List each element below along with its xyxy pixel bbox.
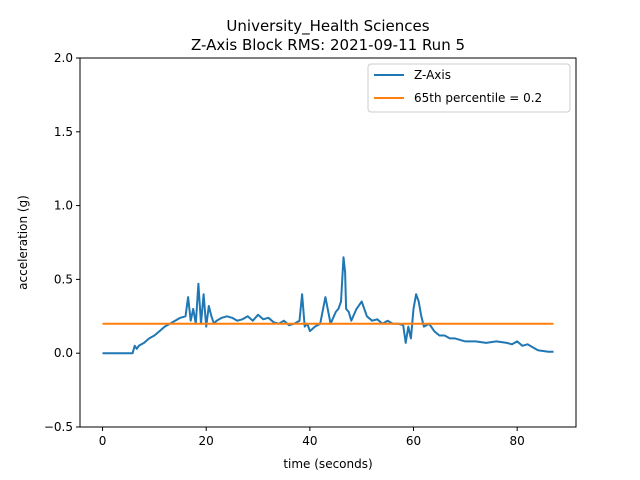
legend-box: [367, 63, 571, 113]
x-axis: 0 20 40 60 80: [99, 427, 525, 448]
legend-label-z-axis: Z-Axis: [414, 68, 451, 82]
y-axis-label: acceleration (g): [16, 195, 30, 290]
x-tick-label: 40: [302, 434, 317, 448]
y-tick-label: 1.5: [54, 125, 73, 139]
x-tick-label: 60: [406, 434, 421, 448]
chart-title-line1: University_Health Sciences: [226, 17, 429, 36]
legend-label-percentile: 65th percentile = 0.2: [414, 91, 542, 105]
x-tick-label: 80: [510, 434, 525, 448]
y-tick-label: 0.0: [54, 346, 73, 360]
chart-title-line2: Z-Axis Block RMS: 2021-09-11 Run 5: [191, 36, 465, 54]
series-line-z-axis: [102, 256, 554, 355]
y-tick-label: 0.5: [54, 272, 73, 286]
x-axis-label: time (seconds): [283, 457, 372, 471]
plot-series: [102, 256, 554, 355]
y-tick-label: 2.0: [54, 51, 73, 65]
x-tick-label: 0: [99, 434, 107, 448]
y-axis: −0.5 0.0 0.5 1.0 1.5 2.0: [44, 51, 80, 434]
legend: Z-Axis 65th percentile = 0.2: [367, 63, 571, 113]
y-tick-label: −0.5: [44, 420, 73, 434]
y-tick-label: 1.0: [54, 199, 73, 213]
x-tick-label: 20: [199, 434, 214, 448]
plot-area-frame: [79, 57, 577, 428]
